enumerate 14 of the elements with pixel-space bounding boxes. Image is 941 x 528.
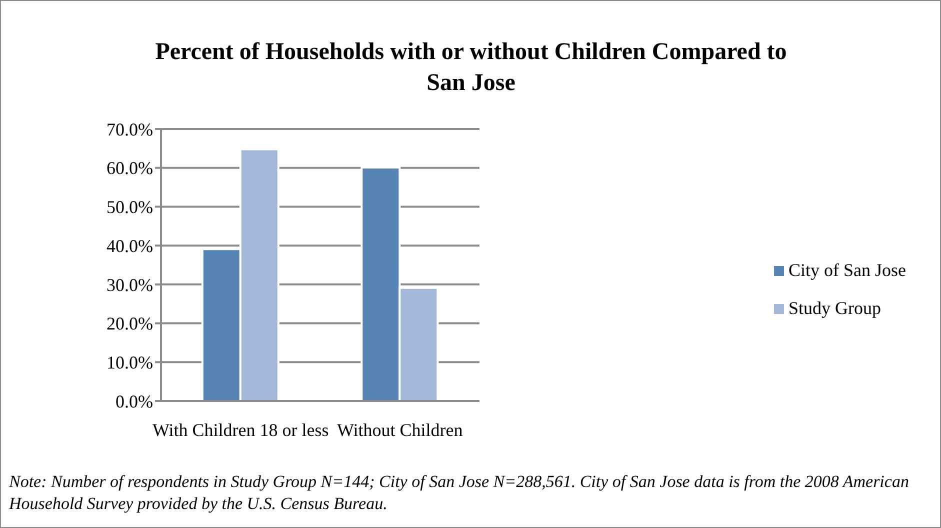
- y-tick-label: 60.0%: [106, 158, 153, 178]
- y-tick-label: 0.0%: [116, 391, 153, 412]
- x-tick-label: Without Children: [336, 420, 463, 440]
- text: Note: Number of respondents in Study Group N=144; City of San Jose N=288,561. City of San Jose data is from the 2008 American Household Survey provided by the U.S. Census Bureau.: [9, 471, 910, 515]
- chart-title: Percent of Households with or without Children Compared to San Jose: [154, 38, 788, 98]
- y-tick-label: 50.0%: [106, 197, 153, 218]
- y-tick-label: 40.0%: [106, 236, 153, 256]
- legend-label: City of San Jose: [788, 260, 906, 280]
- legend-label: Study Group: [788, 298, 881, 318]
- x-tick-label: With Children 18 or less: [152, 420, 329, 440]
- y-tick-label: 10.0%: [106, 352, 153, 373]
- y-tick-label: 70.0%: [106, 119, 153, 140]
- y-tick-label: 20.0%: [106, 314, 153, 334]
- y-tick-label: 30.0%: [106, 274, 153, 295]
